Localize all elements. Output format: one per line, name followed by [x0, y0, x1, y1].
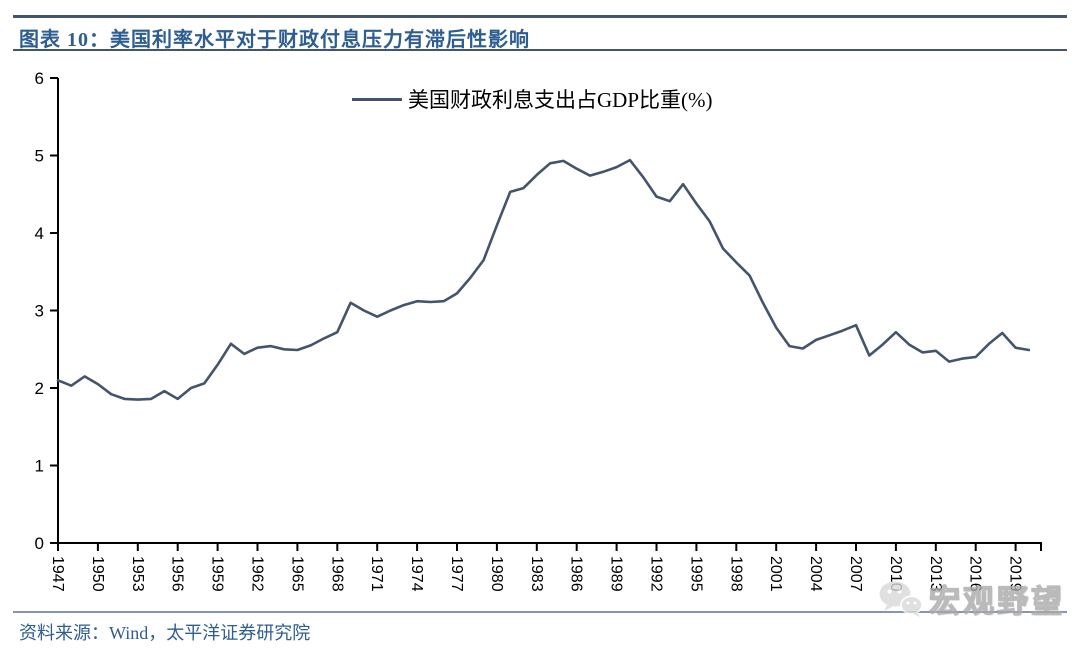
x-tick-label: 2010: [887, 556, 904, 592]
source-note: 资料来源：Wind，太平洋证券研究院: [19, 623, 311, 643]
x-tick-label: 1953: [129, 556, 146, 592]
x-tick-label: 1986: [568, 556, 585, 592]
x-tick-label: 2001: [767, 556, 784, 592]
y-tick-label: 3: [35, 302, 44, 321]
x-tick-label: 1998: [727, 556, 744, 592]
x-tick-label: 2004: [807, 556, 824, 592]
y-tick-label: 5: [35, 147, 44, 166]
y-tick-label: 2: [35, 379, 44, 398]
x-tick-label: 1995: [687, 556, 704, 592]
y-tick-label: 0: [35, 534, 44, 553]
x-tick-label: 1977: [448, 556, 465, 592]
bottom-rule: [13, 611, 1067, 613]
x-tick-label: 1971: [368, 556, 385, 592]
x-tick-label: 2019: [1007, 556, 1024, 592]
x-tick-label: 1965: [288, 556, 305, 592]
data-line: [56, 158, 1031, 401]
x-tick-label: 1989: [608, 556, 625, 592]
x-tick-label: 1968: [328, 556, 345, 592]
x-tick-label: 2016: [967, 556, 984, 592]
x-tick-label: 1959: [209, 556, 226, 592]
x-tick-label: 2013: [927, 556, 944, 592]
y-tick-label: 1: [35, 457, 44, 476]
x-tick-label: 2007: [847, 556, 864, 592]
x-tick-label: 1950: [89, 556, 106, 592]
x-tick-label: 1956: [169, 556, 186, 592]
top-rule: [13, 15, 1067, 18]
x-tick-label: 1947: [49, 556, 66, 592]
y-tick-label: 6: [35, 69, 44, 88]
x-tick-label: 1962: [249, 556, 266, 592]
figure-title: 图表 10：美国利率水平对于财政付息压力有滞后性影响: [19, 29, 530, 51]
title-rule: [13, 49, 1067, 51]
legend-label: 美国财政利息支出占GDP比重(%): [408, 88, 713, 112]
legend-line-swatch: [352, 97, 402, 101]
x-tick-label: 1992: [648, 556, 665, 592]
x-tick-label: 1980: [488, 556, 505, 592]
chart-legend: 美国财政利息支出占GDP比重(%): [352, 84, 713, 114]
x-tick-label: 1983: [528, 556, 545, 592]
y-tick-label: 4: [35, 224, 44, 243]
x-tick-label: 1974: [408, 556, 425, 592]
